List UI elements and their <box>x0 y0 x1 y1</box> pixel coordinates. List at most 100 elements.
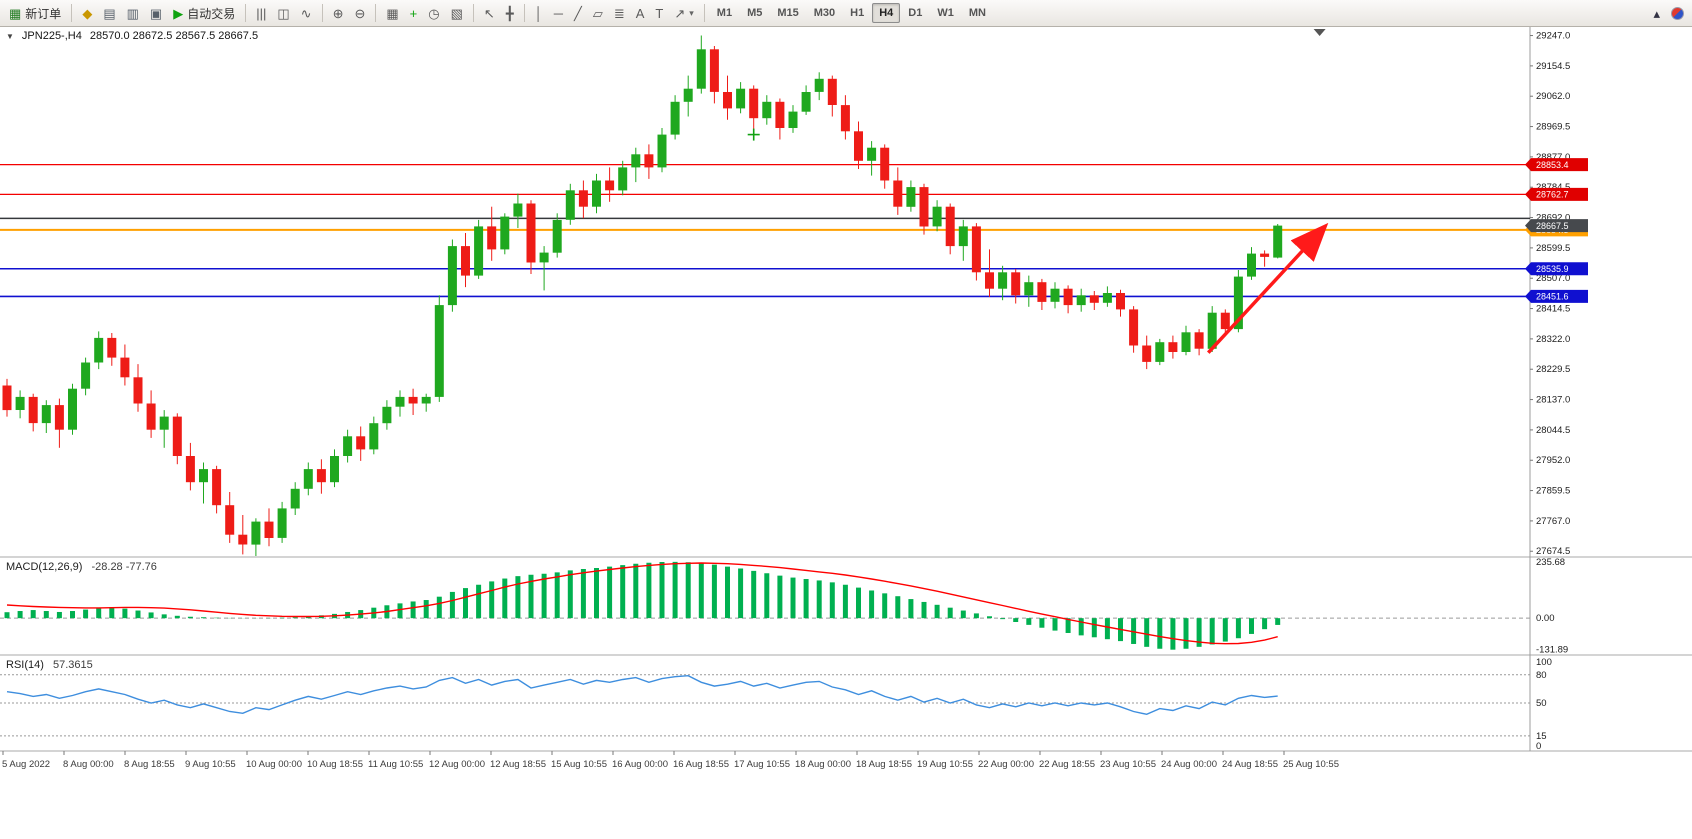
candle <box>1076 288 1086 312</box>
candle <box>827 75 837 117</box>
bar-chart-button[interactable]: ||| <box>251 2 271 24</box>
candle <box>801 85 811 115</box>
candle <box>1129 306 1139 353</box>
timeframe-h4-button[interactable]: H4 <box>872 3 901 23</box>
timeframe-mn-button[interactable]: MN <box>968 7 986 19</box>
new-order-icon: ▦ <box>9 5 22 21</box>
price-tick-label: 28877.0 <box>1536 152 1570 163</box>
chart-background[interactable] <box>0 27 1692 839</box>
candle <box>762 95 772 125</box>
crosshair-button[interactable]: ╋ <box>501 2 519 24</box>
toolbar-separator <box>703 4 705 22</box>
timeframe-m1-button[interactable]: M1 <box>716 7 733 19</box>
zoom-in-button[interactable]: ⊕ <box>328 2 349 24</box>
time-label: 15 Aug 10:55 <box>551 759 607 770</box>
candle <box>618 160 628 196</box>
candle <box>356 426 366 461</box>
candle <box>1089 291 1099 310</box>
collapse-toggle-icon[interactable]: ▼ <box>6 31 14 41</box>
candle <box>199 462 208 504</box>
candle <box>343 429 353 463</box>
candle <box>107 333 117 366</box>
cursor-button[interactable]: ↖ <box>479 2 500 24</box>
horizontal-line-icon: ─ <box>553 5 563 21</box>
candlestick-chart-button[interactable]: ◫ <box>272 2 294 24</box>
time-label: 8 Aug 00:00 <box>63 759 114 770</box>
timeframe-h1-button[interactable]: H1 <box>850 7 865 19</box>
new-order-button[interactable]: ▦ 新订单 <box>9 5 62 21</box>
navigator-icon: ▥ <box>126 5 139 21</box>
fibonacci-button[interactable]: ≣ <box>609 2 630 24</box>
candle <box>225 492 235 543</box>
text-button[interactable]: A <box>631 2 650 24</box>
arrows-button[interactable]: ↗ ▾ <box>669 2 698 24</box>
timeframe-w1-button[interactable]: W1 <box>937 7 954 19</box>
periods-button[interactable]: ◷ <box>423 2 444 24</box>
candle <box>54 398 64 448</box>
chart-canvas[interactable]: 29247.0 29154.5 29062.0 28969.5 28877.0 28784… <box>0 27 1692 839</box>
candle <box>1050 282 1060 309</box>
label-button[interactable]: T <box>650 2 668 24</box>
tile-windows-button[interactable]: ▦ <box>381 2 403 24</box>
trendline-button[interactable]: ╱ <box>569 2 587 24</box>
time-label: 19 Aug 10:55 <box>917 759 973 770</box>
candle <box>330 449 339 488</box>
rsi-panel: 100 80 50 150 <box>0 657 1552 752</box>
horizontal-lines[interactable] <box>0 164 1530 298</box>
terminal-button[interactable]: ▣ <box>145 2 167 24</box>
price-tick-label: 28137.0 <box>1536 395 1570 406</box>
timeframe-m5-button[interactable]: M5 <box>747 7 763 19</box>
metaeditor-button[interactable]: ◆ <box>77 2 97 24</box>
timeframe-d1-button[interactable]: D1 <box>908 7 923 19</box>
zoom-in-icon: ⊕ <box>332 5 344 21</box>
line-chart-button[interactable]: ∿ <box>296 2 317 24</box>
horizontal-line-button[interactable]: ─ <box>549 2 568 24</box>
timeframe-m15-button[interactable]: M15 <box>777 7 799 19</box>
chart-shift-marker[interactable] <box>1313 29 1326 36</box>
candle <box>552 213 562 258</box>
autotrading-button[interactable]: ▶ 自动交易 <box>173 5 236 21</box>
scroll-up-icon[interactable]: ▴ <box>1653 5 1660 21</box>
macd-name: MACD(12,26,9) <box>6 561 83 573</box>
candle <box>971 223 981 281</box>
vertical-line-button[interactable]: │ <box>530 2 548 24</box>
time-label: 12 Aug 00:00 <box>429 759 485 770</box>
candle <box>775 98 785 140</box>
candle <box>1011 269 1021 304</box>
candle <box>670 95 680 140</box>
candle <box>408 388 418 415</box>
candle <box>539 246 549 291</box>
time-axis[interactable]: 5 Aug 2022 8 Aug 00:00 8 Aug 18:55 9 Aug 10… <box>2 751 1339 770</box>
navigator-button[interactable]: ▥ <box>122 2 144 24</box>
zoom-out-button[interactable]: ⊖ <box>349 2 370 24</box>
candle <box>592 173 601 214</box>
chart-window[interactable]: 29247.0 29154.5 29062.0 28969.5 28877.0 28784… <box>0 27 1692 839</box>
candle <box>461 233 470 288</box>
candle <box>238 515 248 555</box>
candle <box>1273 224 1283 259</box>
price-tick-label: 28692.0 <box>1536 213 1570 224</box>
candle <box>578 180 588 219</box>
market-watch-button[interactable]: ▤ <box>98 2 120 24</box>
price-tick-label: 28229.5 <box>1536 364 1570 375</box>
candle <box>998 265 1008 301</box>
time-label: 9 Aug 10:55 <box>185 759 236 770</box>
rsi-name: RSI(14) <box>6 659 44 671</box>
candle <box>788 105 798 133</box>
channel-button[interactable]: ▱ <box>588 2 608 24</box>
time-label: 10 Aug 18:55 <box>307 759 363 770</box>
tile-windows-icon: ▦ <box>386 5 399 21</box>
price-axis[interactable]: 29247.0 29154.5 29062.0 28969.5 28877.0 28784… <box>1530 31 1570 558</box>
community-icon[interactable] <box>1671 6 1684 20</box>
trend-arrow-annotation[interactable] <box>1206 222 1329 354</box>
templates-button[interactable]: ▧ <box>446 2 468 24</box>
candle <box>277 501 287 543</box>
indicators-button[interactable]: + <box>405 2 423 24</box>
rsi-axis-label: 100 <box>1536 657 1552 668</box>
candle <box>159 410 169 448</box>
candle <box>867 141 877 176</box>
price-tick-label: 27952.0 <box>1536 455 1570 466</box>
templates-icon: ▧ <box>450 5 463 21</box>
candle <box>945 203 955 255</box>
timeframe-m30-button[interactable]: M30 <box>813 7 836 19</box>
